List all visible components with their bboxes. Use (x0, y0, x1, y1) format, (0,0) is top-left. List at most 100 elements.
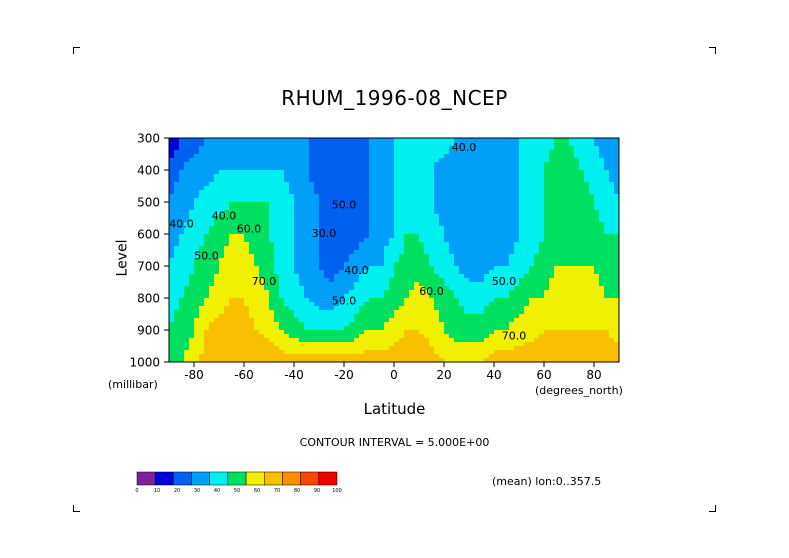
field-cell (334, 318, 340, 323)
field-cell (604, 226, 610, 231)
field-cell (374, 150, 380, 155)
field-cell (549, 142, 555, 147)
field-cell (534, 154, 540, 159)
field-cell (409, 158, 415, 163)
field-cell (354, 166, 360, 171)
field-cell (579, 238, 585, 243)
field-cell (254, 342, 260, 347)
field-cell (534, 350, 540, 355)
field-cell (559, 146, 565, 151)
field-cell (479, 326, 485, 331)
field-cell (249, 182, 255, 187)
field-cell (374, 210, 380, 215)
field-cell (264, 326, 270, 331)
field-cell (259, 234, 265, 239)
field-cell (579, 154, 585, 159)
field-cell (354, 322, 360, 327)
field-cell (259, 342, 265, 347)
field-cell (169, 238, 175, 243)
field-cell (609, 162, 615, 167)
field-cell (339, 238, 345, 243)
field-cell (599, 298, 605, 303)
field-cell (274, 346, 280, 351)
field-cell (474, 294, 480, 299)
field-cell (459, 158, 465, 163)
field-cell (559, 222, 565, 227)
field-cell (579, 142, 585, 147)
field-cell (439, 350, 445, 355)
field-cell (274, 262, 280, 267)
field-cell (509, 210, 515, 215)
field-cell (364, 226, 370, 231)
field-cell (339, 274, 345, 279)
field-cell (504, 338, 510, 343)
field-cell (504, 154, 510, 159)
field-cell (509, 214, 515, 219)
field-cell (324, 290, 330, 295)
field-cell (439, 222, 445, 227)
field-cell (529, 146, 535, 151)
field-cell (189, 194, 195, 199)
field-cell (289, 318, 295, 323)
field-cell (584, 286, 590, 291)
field-cell (454, 198, 460, 203)
field-cell (229, 346, 235, 351)
field-cell (344, 174, 350, 179)
field-cell (364, 334, 370, 339)
field-cell (429, 330, 435, 335)
field-cell (614, 242, 620, 247)
field-cell (549, 238, 555, 243)
field-cell (289, 254, 295, 259)
field-cell (394, 338, 400, 343)
field-cell (199, 346, 205, 351)
field-cell (294, 338, 300, 343)
field-cell (234, 230, 240, 235)
field-cell (339, 198, 345, 203)
field-cell (509, 242, 515, 247)
field-cell (314, 318, 320, 323)
field-cell (404, 190, 410, 195)
field-cell (289, 206, 295, 211)
field-cell (549, 178, 555, 183)
field-cell (574, 342, 580, 347)
field-cell (249, 290, 255, 295)
field-cell (514, 150, 520, 155)
field-cell (484, 194, 490, 199)
field-cell (334, 186, 340, 191)
field-cell (459, 210, 465, 215)
field-cell (389, 262, 395, 267)
field-cell (404, 310, 410, 315)
field-cell (554, 278, 560, 283)
field-cell (384, 214, 390, 219)
field-cell (549, 198, 555, 203)
field-cell (454, 334, 460, 339)
field-cell (604, 338, 610, 343)
field-cell (364, 346, 370, 351)
field-cell (579, 322, 585, 327)
field-cell (284, 238, 290, 243)
field-cell (314, 218, 320, 223)
field-cell (224, 138, 230, 143)
field-cell (279, 142, 285, 147)
field-cell (329, 318, 335, 323)
field-cell (449, 250, 455, 255)
field-cell (444, 226, 450, 231)
field-cell (399, 234, 405, 239)
field-cell (359, 266, 365, 271)
field-cell (534, 166, 540, 171)
field-cell (414, 274, 420, 279)
field-cell (379, 222, 385, 227)
field-cell (254, 346, 260, 351)
field-cell (314, 346, 320, 351)
field-cell (329, 166, 335, 171)
field-cell (259, 298, 265, 303)
field-cell (329, 202, 335, 207)
field-cell (554, 330, 560, 335)
field-cell (579, 150, 585, 155)
field-cell (559, 170, 565, 175)
field-cell (434, 318, 440, 323)
field-cell (549, 346, 555, 351)
field-cell (304, 266, 310, 271)
field-cell (184, 322, 190, 327)
